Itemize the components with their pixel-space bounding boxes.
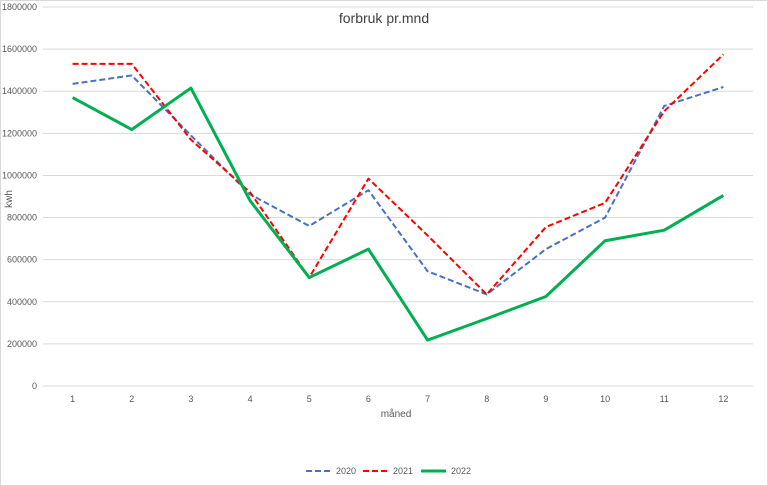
x-tick-label: 6 (366, 394, 371, 404)
legend-label-2022: 2022 (451, 466, 471, 476)
legend-label-2020: 2020 (336, 466, 356, 476)
series-lines (71, 53, 725, 342)
series-line-2022 (71, 86, 725, 342)
x-tick-label: 8 (484, 394, 489, 404)
legend-label-2021: 2021 (393, 466, 413, 476)
y-tick-label: 1400000 (2, 86, 37, 96)
x-tick-label: 1 (70, 394, 75, 404)
x-axis-title: måned (381, 408, 412, 420)
y-tick-label: 600000 (7, 255, 37, 265)
y-axis-ticks: 0 200000 400000 600000 800000 1000000 1200000 1… (2, 2, 37, 391)
x-tick-label: 12 (718, 394, 728, 404)
x-tick-label: 4 (248, 394, 253, 404)
y-tick-label: 1000000 (2, 170, 37, 180)
y-tick-label: 400000 (7, 297, 37, 307)
chart-title: forbruk pr.mnd (339, 10, 429, 26)
x-tick-label: 3 (188, 394, 193, 404)
x-tick-label: 2 (129, 394, 134, 404)
x-tick-label: 10 (600, 394, 610, 404)
series-line-2021 (72, 53, 725, 296)
legend: 2020 2021 2022 (306, 466, 471, 476)
y-tick-label: 200000 (7, 339, 37, 349)
gridlines (43, 6, 753, 387)
series-line-2020 (72, 74, 724, 296)
x-tick-label: 5 (307, 394, 312, 404)
y-tick-label: 1200000 (2, 128, 37, 138)
x-tick-label: 11 (660, 394, 669, 404)
y-tick-label: 1800000 (2, 2, 37, 12)
y-tick-label: 800000 (7, 213, 37, 223)
y-tick-label: 0 (32, 381, 37, 391)
x-axis-ticks: 1 2 3 4 5 6 7 8 9 10 11 12 (70, 394, 728, 404)
x-tick-label: 7 (425, 394, 430, 404)
x-tick-label: 9 (543, 394, 548, 404)
y-tick-label: 1600000 (2, 44, 37, 54)
y-axis-title: kwh (4, 190, 15, 208)
